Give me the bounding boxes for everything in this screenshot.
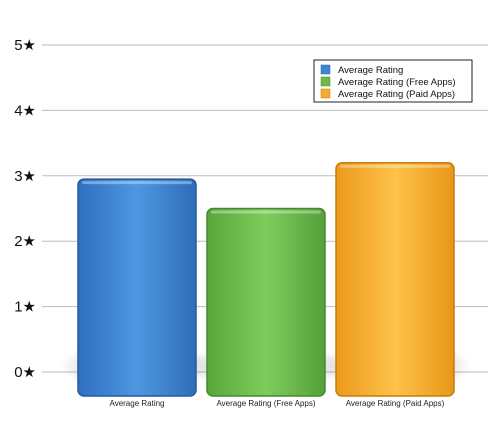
y-axis-ticks: 0★ 1★ 2★ 3★ 4★ 5★: [14, 37, 36, 381]
y-tick-label: 0★: [14, 364, 36, 381]
bar-top-highlight: [340, 164, 450, 168]
y-tick-label: 5★: [14, 37, 36, 54]
legend-swatch: [320, 64, 331, 75]
y-tick-label: 1★: [14, 299, 36, 316]
legend-label: Average Rating: [338, 65, 403, 76]
legend-label: Average Rating (Free Apps): [338, 77, 456, 88]
legend-label: Average Rating (Paid Apps): [338, 89, 455, 100]
x-category-label: Average Rating (Paid Apps): [346, 399, 445, 408]
bars: [77, 161, 455, 397]
x-category-label: Average Rating (Free Apps): [216, 399, 315, 408]
y-tick-label: 4★: [14, 102, 36, 119]
y-tick-label: 2★: [14, 233, 36, 250]
bar: [335, 161, 455, 397]
bar: [77, 178, 197, 397]
y-tick-label: 3★: [14, 168, 36, 185]
legend-swatch: [320, 76, 331, 87]
bar-top-highlight: [211, 210, 321, 214]
legend-swatch: [320, 88, 331, 99]
x-category-label: Average Rating: [110, 399, 165, 408]
legend-box: [313, 59, 473, 103]
x-axis-categories: Average Rating Average Rating (Free Apps)…: [110, 399, 445, 408]
bar-top-highlight: [82, 181, 192, 185]
bar: [206, 207, 326, 397]
